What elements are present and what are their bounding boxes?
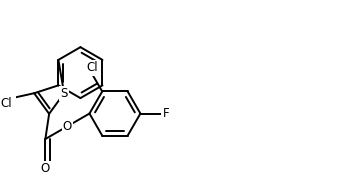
Text: O: O — [41, 162, 50, 174]
Text: O: O — [63, 120, 72, 133]
Text: S: S — [60, 87, 68, 100]
Text: Cl: Cl — [0, 97, 12, 110]
Text: Cl: Cl — [87, 61, 99, 74]
Text: F: F — [163, 107, 169, 120]
